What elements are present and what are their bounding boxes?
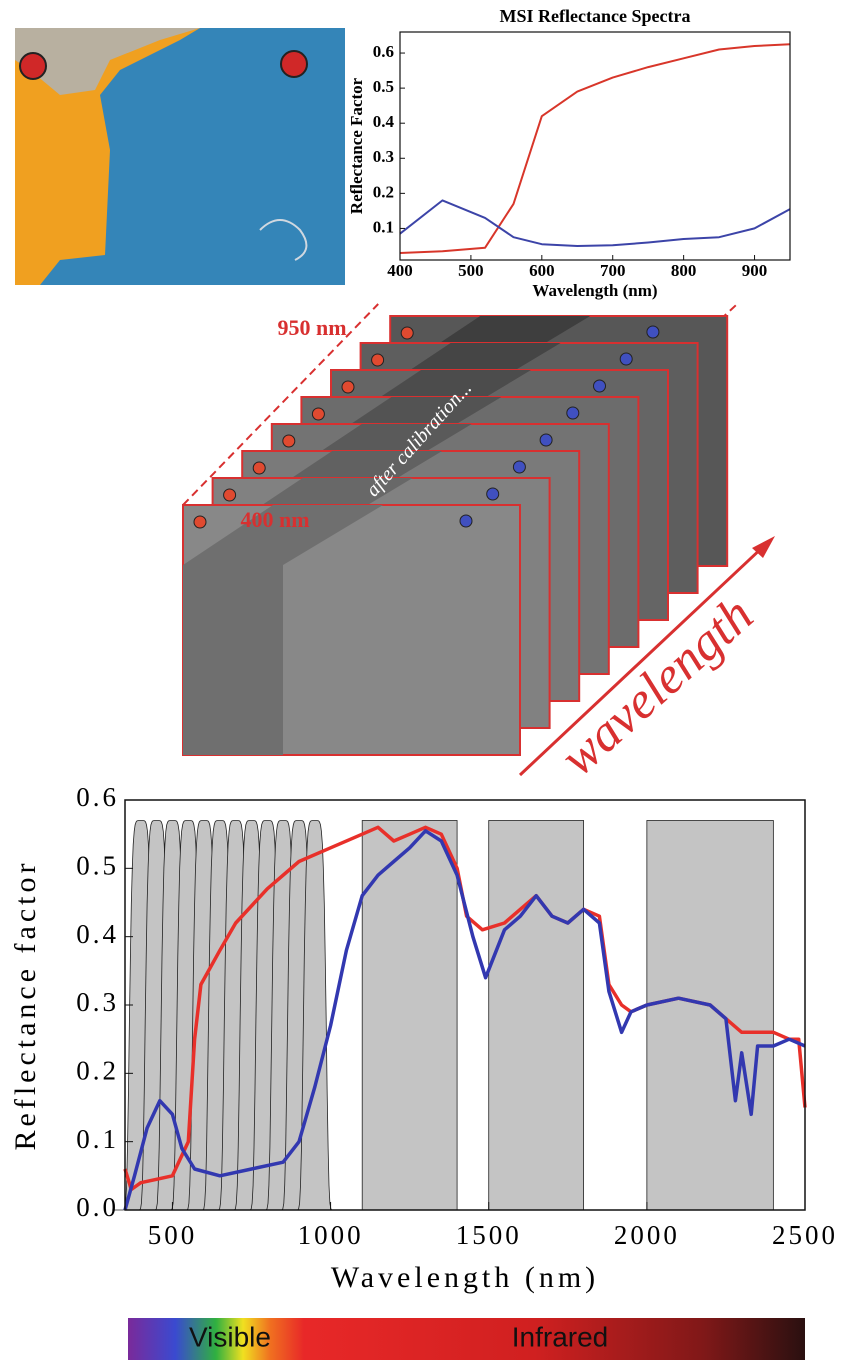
sample-dot <box>253 462 265 474</box>
y-axis-label: Reflectance Factor <box>347 77 366 214</box>
sample-dot <box>342 381 354 393</box>
x-tick-label: 2500 <box>772 1220 838 1250</box>
plot-frame <box>400 32 790 260</box>
y-tick-label: 0.3 <box>373 147 394 166</box>
x-tick-label: 600 <box>529 261 555 280</box>
sample-dot <box>401 327 413 339</box>
y-tick-label: 0.0 <box>76 1192 119 1222</box>
x-tick-label: 700 <box>600 261 626 280</box>
x-tick-label: 500 <box>148 1220 198 1250</box>
top-wavelength-label: 950 nm <box>277 315 346 340</box>
sample-dot <box>540 434 552 446</box>
painting-photo <box>15 28 345 285</box>
x-tick-label: 900 <box>742 261 768 280</box>
y-tick-label: 0.4 <box>373 112 395 131</box>
series-line <box>400 200 790 246</box>
x-axis-label: Wavelength (nm) <box>532 281 657 300</box>
sample-dot <box>283 435 295 447</box>
bottom-wavelength-label: 400 nm <box>240 507 309 532</box>
sample-dot <box>460 515 472 527</box>
y-tick-label: 0.3 <box>76 987 119 1017</box>
sample-dot <box>567 407 579 419</box>
y-tick-label: 0.4 <box>76 919 119 949</box>
x-tick-label: 1000 <box>298 1220 364 1250</box>
y-tick-label: 0.2 <box>76 1056 119 1086</box>
shaded-band <box>647 821 774 1211</box>
x-tick-label: 1500 <box>456 1220 522 1250</box>
x-axis-label: Wavelength (nm) <box>331 1261 599 1294</box>
sample-dot <box>372 354 384 366</box>
y-tick-label: 0.1 <box>76 1124 119 1154</box>
chart-title: MSI Reflectance Spectra <box>500 6 691 26</box>
y-tick-label: 0.1 <box>373 217 394 236</box>
x-tick-label: 800 <box>671 261 697 280</box>
sample-dot <box>620 353 632 365</box>
y-tick-label: 0.2 <box>373 182 394 201</box>
y-tick-label: 0.6 <box>373 42 394 61</box>
x-tick-label: 2000 <box>614 1220 680 1250</box>
y-tick-label: 0.5 <box>373 77 394 96</box>
y-axis-label: Reflectance factor <box>9 859 42 1150</box>
series-line <box>400 44 790 253</box>
sample-dot <box>194 516 206 528</box>
sample-dot <box>594 380 606 392</box>
y-tick-label: 0.5 <box>76 851 119 881</box>
sample-dot <box>224 489 236 501</box>
sample-dot <box>312 408 324 420</box>
sample-dot <box>513 461 525 473</box>
x-tick-label: 400 <box>387 261 413 280</box>
visible-label: Visible <box>189 1321 271 1352</box>
infrared-label: Infrared <box>512 1321 609 1352</box>
sample-dot <box>487 488 499 500</box>
y-tick-label: 0.6 <box>76 782 119 812</box>
figure: 950 nm400 nmafter calibration...waveleng… <box>0 0 856 1360</box>
x-tick-label: 500 <box>458 261 484 280</box>
sample-dot <box>647 326 659 338</box>
shaded-band <box>489 821 584 1211</box>
